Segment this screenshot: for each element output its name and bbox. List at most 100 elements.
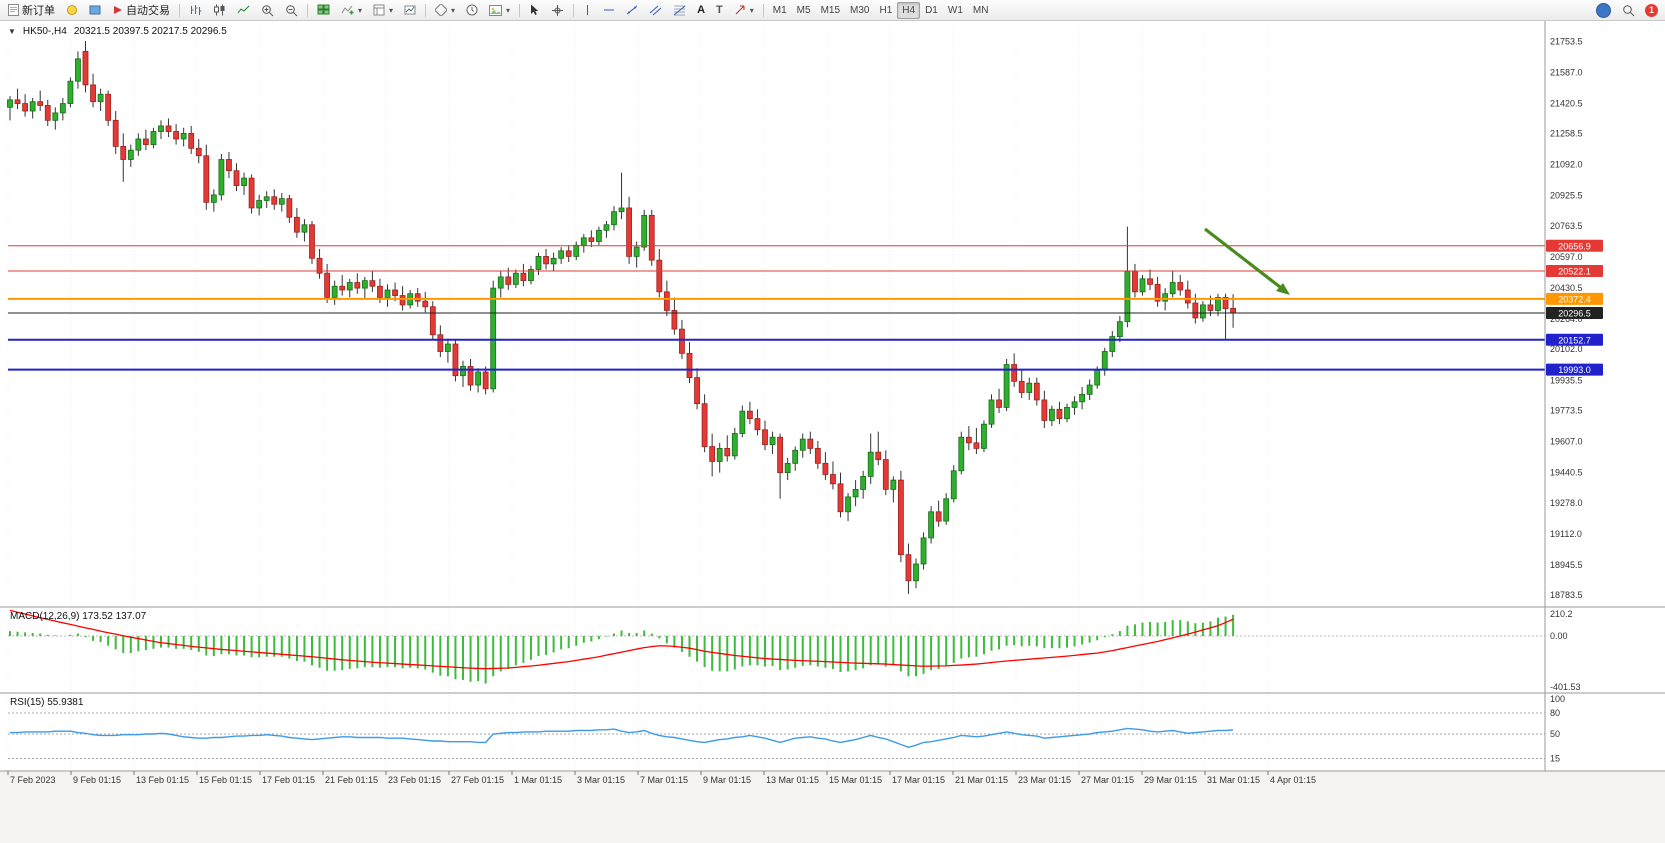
svg-text:19440.5: 19440.5 <box>1550 468 1583 478</box>
indicators-button[interactable]: ▾ <box>336 2 367 19</box>
arrows-tool-button[interactable]: ▾ <box>729 2 759 19</box>
svg-text:17 Mar 01:15: 17 Mar 01:15 <box>892 775 945 785</box>
toolbar: 新订单 自动交易 ▾ ▾ ▾ <box>0 0 1665 21</box>
timeframe-button-m5[interactable]: M5 <box>792 2 816 19</box>
svg-text:23 Mar 01:15: 23 Mar 01:15 <box>1018 775 1071 785</box>
line-chart-icon <box>237 5 250 14</box>
cursor-button[interactable] <box>524 2 545 19</box>
objects-button[interactable]: ▾ <box>430 2 460 19</box>
profiles-button[interactable] <box>84 2 106 19</box>
vertical-line-icon <box>587 5 589 15</box>
vertical-line-button[interactable] <box>578 2 597 19</box>
timeframe-button-m30[interactable]: M30 <box>845 2 874 19</box>
price-chart-canvas[interactable]: 21753.5 21587.0 21420.5 21258.5 21092.0 20925… <box>0 21 1665 843</box>
new-order-icon <box>8 4 19 16</box>
timeframe-button-h1[interactable]: H1 <box>874 2 897 19</box>
timeframe-button-d1[interactable]: D1 <box>920 2 943 19</box>
svg-text:21753.5: 21753.5 <box>1550 36 1583 46</box>
svg-text:19773.5: 19773.5 <box>1550 405 1583 415</box>
timeframe-button-w1[interactable]: W1 <box>943 2 968 19</box>
svg-text:50: 50 <box>1550 729 1560 739</box>
svg-text:21258.5: 21258.5 <box>1550 129 1583 139</box>
svg-text:21420.5: 21420.5 <box>1550 98 1583 108</box>
svg-text:RSI(15) 55.9381: RSI(15) 55.9381 <box>10 697 84 708</box>
notification-badge[interactable]: 1 <box>1645 3 1658 17</box>
label-tool-button[interactable]: T <box>711 2 728 19</box>
svg-text:21 Feb 01:15: 21 Feb 01:15 <box>325 775 378 785</box>
svg-text:7 Feb 2023: 7 Feb 2023 <box>10 775 56 785</box>
cursor-icon <box>531 4 539 15</box>
zoom-in-icon <box>262 4 274 16</box>
fibonacci-button[interactable] <box>668 2 691 19</box>
search-icon <box>1623 4 1635 16</box>
svg-text:19278.0: 19278.0 <box>1550 498 1583 508</box>
chart-bars-button[interactable] <box>184 2 207 19</box>
svg-text:15: 15 <box>1550 754 1560 764</box>
book-icon <box>89 5 101 15</box>
horizontal-lines-layer <box>8 245 1545 371</box>
auto-trading-label: 自动交易 <box>126 5 170 17</box>
clock-icon <box>466 4 478 16</box>
chart-line-button[interactable] <box>232 2 255 19</box>
svg-text:13 Mar 01:15: 13 Mar 01:15 <box>766 775 819 785</box>
zoom-out-button[interactable] <box>280 2 303 19</box>
objects-icon <box>435 4 448 16</box>
cycles-button[interactable] <box>461 2 483 19</box>
svg-text:3 Mar 01:15: 3 Mar 01:15 <box>577 775 625 785</box>
trendline-icon <box>626 5 638 15</box>
svg-text:9 Mar 01:15: 9 Mar 01:15 <box>703 775 751 785</box>
search-button[interactable] <box>1617 2 1640 19</box>
new-order-label: 新订单 <box>22 5 55 17</box>
auto-trading-button[interactable]: 自动交易 <box>107 2 175 19</box>
fibonacci-icon <box>673 5 686 16</box>
chevron-down-icon: ▾ <box>389 5 394 15</box>
text-tool-label: A <box>697 4 706 16</box>
toolbar-separator <box>519 3 521 17</box>
svg-text:20152.7: 20152.7 <box>1558 335 1591 345</box>
horizontal-line-button[interactable] <box>598 2 620 19</box>
symbol-period-label: HK50-,H4 <box>22 26 67 37</box>
svg-text:17 Feb 01:15: 17 Feb 01:15 <box>262 775 315 785</box>
svg-text:15 Mar 01:15: 15 Mar 01:15 <box>829 775 882 785</box>
templates-button[interactable]: ▾ <box>368 2 398 19</box>
new-chart-button[interactable] <box>399 2 421 19</box>
community-button[interactable] <box>1591 2 1616 19</box>
timeframe-button-m1[interactable]: M1 <box>768 2 792 19</box>
rsi-axis-labels: 100 80 50 15 <box>1550 694 1565 764</box>
image-icon <box>489 4 503 16</box>
svg-text:80: 80 <box>1550 708 1560 718</box>
timeframe-button-h4[interactable]: H4 <box>897 1 921 19</box>
wizard-button[interactable] <box>61 2 83 19</box>
svg-text:31 Mar 01:15: 31 Mar 01:15 <box>1207 775 1260 785</box>
channel-button[interactable] <box>644 2 667 19</box>
svg-text:19112.0: 19112.0 <box>1550 529 1582 539</box>
trendline-button[interactable] <box>621 2 643 19</box>
svg-text:20264.0: 20264.0 <box>1550 314 1583 324</box>
crosshair-icon <box>552 4 564 16</box>
toolbar-separator <box>179 3 180 17</box>
svg-text:20763.5: 20763.5 <box>1550 221 1583 231</box>
collapse-arrow-icon[interactable]: ▼ <box>8 27 16 36</box>
svg-text:20597.0: 20597.0 <box>1550 252 1583 262</box>
timeframe-button-m15[interactable]: M15 <box>816 2 845 19</box>
crosshair-button[interactable] <box>546 2 569 19</box>
zoom-in-button[interactable] <box>256 2 279 19</box>
svg-text:7 Mar 01:15: 7 Mar 01:15 <box>640 775 688 785</box>
toolbar-separator <box>307 3 308 17</box>
chart-backgrounds <box>0 771 1665 843</box>
tile-windows-button[interactable] <box>312 2 335 19</box>
chart-header: ▼ HK50-,H4 20321.5 20397.5 20217.5 20296… <box>8 26 227 37</box>
svg-text:20522.1: 20522.1 <box>1558 266 1591 276</box>
timeframe-toolbar: M1 M5 M15 M30 H1 H4 D1 W1 MN <box>768 1 994 19</box>
svg-text:19607.0: 19607.0 <box>1550 437 1583 447</box>
template-icon <box>373 4 385 16</box>
timeframe-button-mn[interactable]: MN <box>968 2 994 19</box>
pane-titles: MACD(12,26,9) 173.52 137.07 RSI(15) 55.93… <box>10 611 147 708</box>
svg-text:20296.5: 20296.5 <box>1558 308 1591 318</box>
text-tool-button[interactable]: A <box>692 2 710 19</box>
new-order-button[interactable]: 新订单 <box>3 2 60 19</box>
screenshot-button[interactable]: ▾ <box>484 2 515 19</box>
svg-text:18945.5: 18945.5 <box>1550 560 1583 570</box>
chart-candles-button[interactable] <box>208 2 231 19</box>
svg-text:4 Apr 01:15: 4 Apr 01:15 <box>1270 775 1316 785</box>
